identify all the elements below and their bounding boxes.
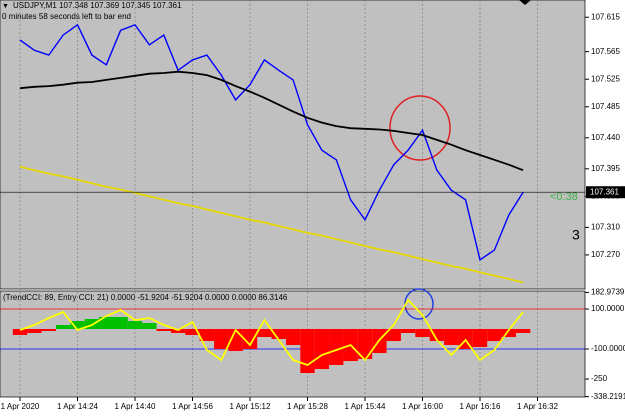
menu-arrow: ▼ bbox=[2, 3, 9, 10]
histogram-bar bbox=[257, 329, 272, 337]
histogram-bar bbox=[386, 329, 401, 341]
price-label: 107.361 bbox=[590, 187, 619, 196]
y-tick-label: -338.2191 bbox=[591, 392, 625, 401]
chart-subtitle: 0 minutes 58 seconds left to bar end bbox=[2, 12, 131, 21]
histogram-bar bbox=[444, 329, 459, 345]
histogram-bar bbox=[142, 323, 157, 329]
y-tick-label: 107.565 bbox=[591, 47, 620, 56]
histogram-bar bbox=[55, 325, 71, 329]
histogram-bar bbox=[515, 329, 531, 333]
histogram-bar bbox=[99, 317, 114, 329]
histogram-bar bbox=[271, 329, 286, 339]
histogram-bar bbox=[415, 329, 430, 337]
x-tick-label: 1 Apr 15:28 bbox=[287, 402, 328, 411]
histogram-bar bbox=[487, 329, 502, 341]
y-tick-label: -100.0000 bbox=[591, 344, 625, 353]
histogram-bar bbox=[127, 321, 143, 329]
histogram-bar bbox=[41, 329, 56, 331]
y-tick-label: 107.395 bbox=[591, 164, 620, 173]
y-tick-label: 107.270 bbox=[591, 250, 620, 259]
histogram-bar bbox=[156, 329, 171, 331]
histogram-bar bbox=[357, 329, 373, 359]
drawn-circle bbox=[389, 95, 451, 161]
x-tick-label: 1 Apr 14:24 bbox=[57, 402, 98, 411]
series-line bbox=[19, 165, 524, 284]
histogram-bar bbox=[214, 329, 229, 349]
annotation: <0:38 bbox=[550, 191, 578, 203]
x-tick-label: 1 Apr 16:16 bbox=[460, 402, 501, 411]
histogram-bar bbox=[199, 329, 215, 341]
x-tick-label: 1 Apr 15:12 bbox=[230, 402, 271, 411]
y-tick-label: 107.310 bbox=[591, 222, 620, 231]
x-tick-label: 1 Apr 16:00 bbox=[402, 402, 443, 411]
histogram-bar bbox=[300, 329, 315, 373]
histogram-bar bbox=[329, 329, 344, 365]
x-tick-label: 1 Apr 15:44 bbox=[345, 402, 386, 411]
series-line bbox=[19, 23, 524, 261]
x-tick-label: 1 Apr 16:32 bbox=[517, 402, 558, 411]
histogram-bar bbox=[170, 329, 186, 333]
main-panel bbox=[0, 0, 586, 290]
histogram-bar bbox=[27, 329, 42, 333]
series-line bbox=[19, 70, 524, 172]
histogram-bar bbox=[70, 321, 85, 329]
indicator-title: (TrendCCI: 89, Entry CCI: 21) 0.0000 -51… bbox=[3, 293, 288, 302]
histogram-bar bbox=[285, 329, 301, 345]
histogram-bar bbox=[400, 329, 416, 333]
annotation: 3 bbox=[572, 227, 580, 243]
histogram-bar bbox=[113, 317, 128, 329]
y-tick-label: 107.525 bbox=[591, 74, 620, 83]
histogram-bar bbox=[185, 329, 200, 335]
histogram-bar bbox=[314, 329, 330, 369]
histogram-bar bbox=[472, 329, 488, 347]
histogram-bar bbox=[242, 329, 258, 349]
histogram-bar bbox=[501, 329, 516, 337]
x-tick-label: 1 Apr 14:56 bbox=[172, 402, 213, 411]
y-tick-label: 100.0000 bbox=[591, 304, 625, 313]
series-line bbox=[19, 298, 524, 367]
y-tick-label: 182.9739 bbox=[591, 288, 625, 297]
histogram-bar bbox=[12, 329, 28, 335]
y-tick-label: 107.485 bbox=[591, 102, 620, 111]
x-tick-label: 1 Apr 14:40 bbox=[115, 402, 156, 411]
y-tick-label: 107.615 bbox=[591, 12, 620, 21]
marker bbox=[519, 0, 531, 5]
y-tick-label: -250 bbox=[591, 374, 608, 383]
price-label-box bbox=[586, 186, 625, 199]
chart-title: USDJPY,M1 107.348 107.369 107.345 107.36… bbox=[13, 1, 182, 10]
y-tick-label: 107.440 bbox=[591, 133, 620, 142]
x-tick-label: 1 Apr 2020 bbox=[1, 402, 40, 411]
